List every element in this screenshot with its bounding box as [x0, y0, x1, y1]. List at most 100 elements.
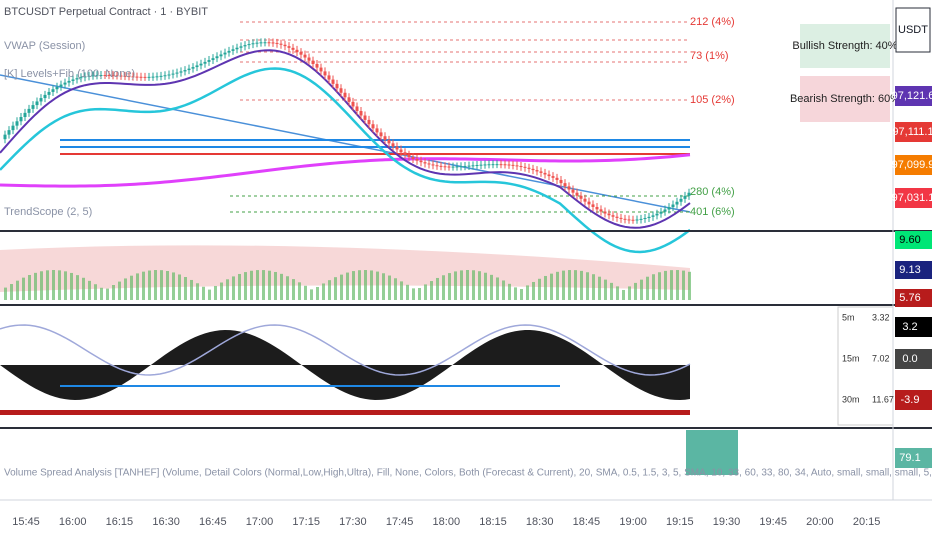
candle: [599, 209, 603, 212]
candle: [291, 47, 295, 50]
ma-line: [0, 153, 691, 188]
currency-box: [895, 7, 931, 53]
candle: [355, 106, 359, 112]
candle: [503, 164, 507, 166]
histogram-bar: [82, 277, 85, 300]
candle: [463, 165, 467, 167]
time-label: 15:45: [12, 516, 40, 528]
candle: [391, 143, 395, 147]
histogram-bar: [454, 271, 457, 300]
histogram-bar: [166, 271, 169, 300]
histogram-bar: [298, 282, 301, 300]
candle: [675, 201, 679, 205]
fib-label: 73 (1%): [690, 50, 729, 62]
candle: [399, 149, 403, 153]
histogram-bar: [322, 283, 325, 300]
time-label: 17:45: [386, 516, 414, 528]
candle: [351, 101, 355, 107]
plot-area: [0, 21, 894, 475]
histogram-bar: [310, 289, 313, 300]
candle: [187, 68, 191, 71]
candle: [307, 57, 311, 61]
candle: [663, 209, 667, 212]
histogram-bar: [610, 282, 613, 300]
candle: [671, 204, 675, 208]
candle: [191, 67, 195, 69]
histogram-bar: [496, 277, 499, 300]
candle: [487, 164, 491, 166]
indicator-legend: VWAP (Session): [4, 40, 85, 52]
time-label: 18:00: [433, 516, 461, 528]
candle: [319, 67, 323, 72]
candle: [679, 198, 683, 202]
candle: [107, 75, 111, 77]
candle: [131, 76, 135, 78]
histogram-bar: [628, 286, 631, 300]
oscillator-area: [0, 330, 690, 400]
time-label: 18:15: [479, 516, 507, 528]
candle: [75, 78, 79, 80]
histogram-bar: [400, 281, 403, 300]
scale-label: 79.1: [899, 452, 920, 464]
ma-line: [0, 67, 691, 254]
candle: [111, 75, 115, 77]
histogram-bar: [688, 271, 691, 300]
histogram-bar: [364, 270, 367, 300]
candle: [83, 76, 87, 78]
candle: [415, 158, 419, 161]
indicator-legend: [K] Levels+Fib (100, None): [4, 68, 135, 80]
candle: [347, 97, 351, 102]
price-tag: [895, 188, 932, 208]
candle: [11, 125, 15, 131]
histogram-bar: [40, 271, 43, 300]
histogram-bar: [94, 284, 97, 300]
histogram-bar: [598, 276, 601, 300]
candle: [195, 65, 199, 68]
candle: [331, 79, 335, 84]
scale-label: 3.2: [902, 321, 917, 333]
candle: [419, 160, 423, 163]
trend-line: [0, 74, 691, 213]
candle: [615, 216, 619, 218]
candle: [59, 84, 63, 87]
histogram-bar: [670, 270, 673, 300]
candle: [387, 139, 391, 144]
candle: [559, 179, 563, 184]
candle: [455, 166, 459, 168]
candle: [423, 162, 427, 164]
histogram-bar: [286, 276, 289, 300]
candle: [379, 132, 383, 137]
histogram-bar: [244, 272, 247, 300]
histogram-bar: [316, 286, 319, 300]
tf-name: 5m: [842, 312, 855, 322]
candle: [143, 76, 147, 78]
candle: [511, 164, 515, 166]
histogram-bar: [394, 278, 397, 300]
histogram-bar: [22, 277, 25, 300]
candle: [43, 94, 47, 99]
histogram-bar: [682, 270, 685, 300]
candle: [299, 52, 303, 55]
histogram-bar: [202, 286, 205, 300]
time-label: 16:00: [59, 516, 87, 528]
price-tag: [895, 86, 932, 106]
histogram-bar: [664, 270, 667, 300]
histogram-bar: [106, 288, 109, 300]
candle: [303, 54, 307, 58]
candle: [667, 207, 671, 210]
bearish-strength: Bearish Strength: 60%: [790, 93, 900, 105]
candle: [39, 98, 43, 102]
histogram-bar: [484, 272, 487, 300]
histogram-bar: [28, 274, 31, 300]
price-label: 97,121.6: [892, 90, 932, 102]
candle: [631, 219, 635, 221]
candle: [3, 134, 7, 140]
histogram-bar: [124, 278, 127, 300]
candle: [363, 115, 367, 120]
candle: [159, 75, 163, 77]
candle: [467, 165, 471, 167]
histogram-bar: [640, 279, 643, 300]
scale-tag: [895, 261, 932, 279]
candle: [659, 211, 663, 214]
